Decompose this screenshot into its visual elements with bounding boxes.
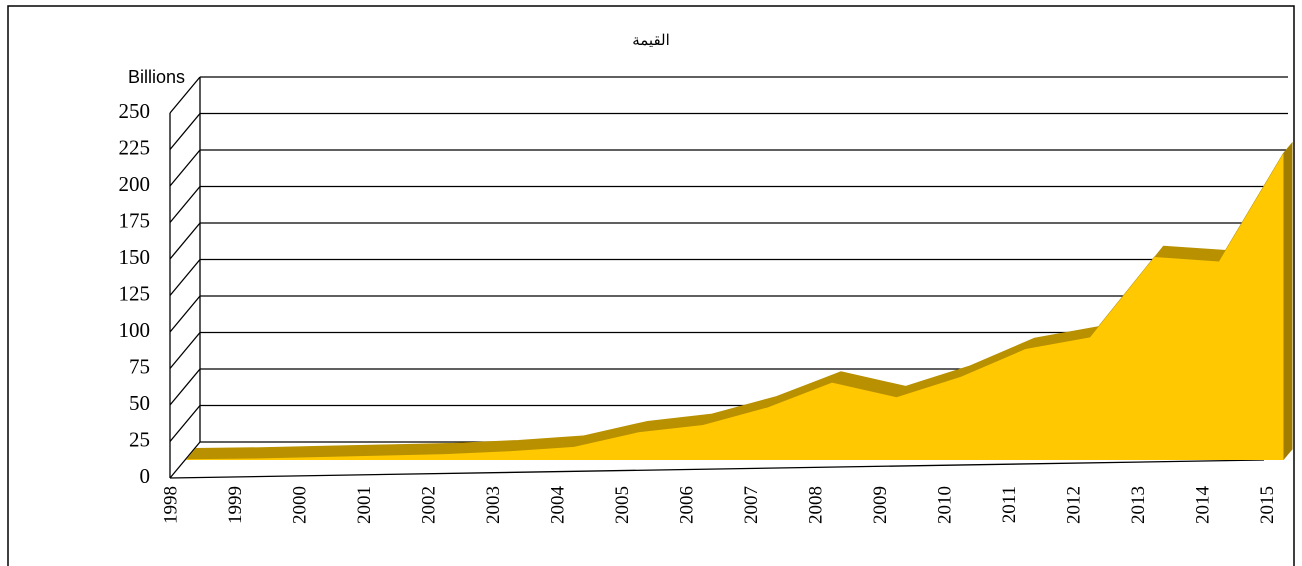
y-tick-label: 250	[119, 99, 151, 123]
x-tick-label: 2012	[1063, 486, 1084, 524]
x-tick-label: 1998	[160, 486, 181, 524]
tick-mark	[169, 332, 201, 369]
y-tick-label: 100	[119, 318, 151, 342]
y-tick-label: 225	[119, 135, 151, 159]
tick-mark	[169, 368, 201, 406]
x-tick-label: 2008	[805, 486, 826, 524]
tick-mark	[169, 186, 201, 223]
x-tick-label: 2000	[289, 486, 310, 524]
chart-title: القيمة	[632, 32, 670, 49]
tick-mark	[169, 295, 201, 333]
x-tick-label: 2009	[870, 486, 891, 524]
x-tick-label: 2007	[741, 486, 762, 524]
x-axis	[169, 459, 1265, 479]
x-tick-label: 2006	[676, 486, 697, 524]
x-tick-label: 2004	[547, 486, 568, 525]
x-tick-label: 2002	[418, 486, 439, 524]
y-tick-label: 175	[119, 208, 151, 232]
tick-mark	[169, 259, 201, 296]
tick-mark	[169, 76, 201, 114]
x-tick-label: 2001	[354, 486, 375, 524]
x-tick-label: 2003	[483, 486, 504, 524]
x-tick-label: 2015	[1257, 486, 1278, 524]
tick-mark	[169, 149, 201, 187]
x-tick-label: 2005	[612, 486, 633, 524]
area	[187, 153, 1284, 460]
area-side	[1283, 142, 1293, 460]
x-tick-label: 2011	[999, 486, 1020, 523]
y-tick-label: 50	[129, 391, 150, 415]
y-tick-label: 125	[119, 281, 151, 305]
unit-label: Billions	[128, 67, 185, 87]
y-tick-label: 75	[129, 354, 150, 378]
tick-mark	[169, 113, 201, 150]
x-tick-label: 2010	[934, 486, 955, 524]
x-tick-label: 2013	[1128, 486, 1149, 524]
y-tick-label: 150	[119, 245, 151, 269]
chart-border	[7, 5, 1295, 566]
x-tick-label: 1999	[225, 486, 246, 524]
y-tick-label: 25	[129, 427, 150, 451]
y-tick-label: 200	[119, 172, 151, 196]
tick-mark	[169, 405, 201, 442]
tick-mark	[169, 222, 201, 260]
tick-mark	[169, 441, 201, 479]
x-tick-label: 2014	[1192, 486, 1213, 525]
y-tick-label: 0	[140, 464, 151, 488]
